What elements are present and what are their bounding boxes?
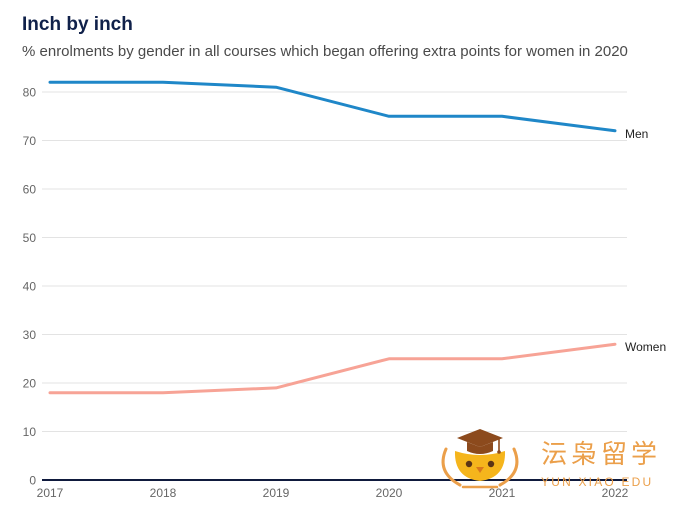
owl-beak xyxy=(476,467,484,473)
x-tick-label-2022: 2022 xyxy=(602,486,629,500)
y-tick-label-70: 70 xyxy=(23,134,37,148)
owl-eye-right xyxy=(487,460,495,468)
x-tick-label-2021: 2021 xyxy=(489,486,516,500)
logo-left-arc xyxy=(441,447,462,487)
mortarboard-tassel-end xyxy=(497,450,501,454)
y-tick-label-80: 80 xyxy=(23,85,37,99)
watermark-name-en: YUN XIAO EDU xyxy=(541,475,653,489)
chart-subtitle: % enrolments by gender in all courses wh… xyxy=(22,43,628,60)
x-tick-label-2019: 2019 xyxy=(263,486,290,500)
y-tick-label-40: 40 xyxy=(23,279,37,293)
x-tick-label-2017: 2017 xyxy=(37,486,64,500)
series-line-women xyxy=(48,342,617,395)
series: Men Women xyxy=(48,80,666,395)
y-tick-label-50: 50 xyxy=(23,231,37,245)
chart-title: Inch by inch xyxy=(22,14,133,35)
watermark-logo: 沄枭留学 YUN XIAO EDU xyxy=(441,429,661,489)
owl-face xyxy=(454,451,506,481)
series-line-men xyxy=(48,80,617,133)
y-tick-label-30: 30 xyxy=(23,328,37,342)
y-tick-label-20: 20 xyxy=(23,376,37,390)
x-tick-label-2018: 2018 xyxy=(150,486,177,500)
mortarboard-band xyxy=(467,442,493,454)
y-tick-label-10: 10 xyxy=(23,425,37,439)
watermark-name-cn: 沄枭留学 xyxy=(541,439,661,469)
gridlines xyxy=(42,91,627,432)
owl-eye-left xyxy=(465,460,473,468)
x-tick-label-2020: 2020 xyxy=(376,486,403,500)
logo-right-arc xyxy=(498,447,519,487)
y-tick-label-0: 0 xyxy=(29,473,36,487)
y-tick-label-60: 60 xyxy=(23,182,37,196)
mortarboard-top xyxy=(457,429,503,447)
series-label-men: Men xyxy=(625,127,648,141)
graduation-cap-owl-icon xyxy=(441,429,519,489)
series-label-women: Women xyxy=(625,340,666,354)
axes: 0 10 20 30 40 50 60 70 80 2017 2018 2019 2020 2021 202… xyxy=(23,85,629,500)
